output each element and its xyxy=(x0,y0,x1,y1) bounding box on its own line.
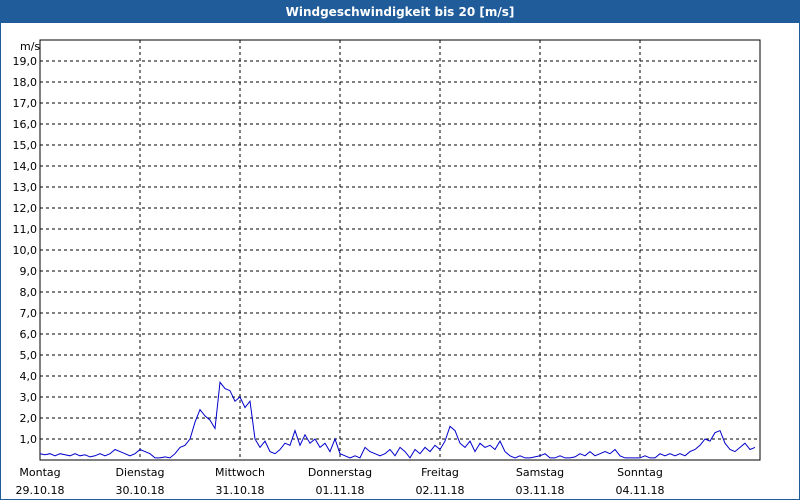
y-tick-label: 9,0 xyxy=(20,265,38,278)
x-tick-weekday-label: Donnerstag xyxy=(308,466,372,479)
chart-title: Windgeschwindigkeit bis 20 [m/s] xyxy=(1,1,799,23)
x-tick-date-label: 31.10.18 xyxy=(216,484,265,497)
y-axis-unit-label: m/s xyxy=(20,40,40,53)
y-tick-labels: 1,0 2,0 3,0 4,0 5,0 6,0 7,0 8,0 9,0 10,0 11,0 12,0 1… xyxy=(13,55,38,446)
x-tick-date-label: 29.10.18 xyxy=(16,484,65,497)
y-tick-label: 16,0 xyxy=(13,118,38,131)
y-tick-label: 3,0 xyxy=(20,391,38,404)
x-tick-weekday-label: Samstag xyxy=(516,466,564,479)
y-tick-label: 2,0 xyxy=(20,412,38,425)
x-tick-weekday-label: Sonntag xyxy=(617,466,663,479)
x-tick-weekday-label: Freitag xyxy=(421,466,459,479)
x-tick-date-label: 03.11.18 xyxy=(516,484,565,497)
horizontal-gridlines xyxy=(40,60,760,440)
vertical-gridlines xyxy=(139,40,641,460)
y-tick-label: 15,0 xyxy=(13,139,38,152)
x-tick-date-label: 02.11.18 xyxy=(416,484,465,497)
y-tick-label: 14,0 xyxy=(13,160,38,173)
x-tick-date-label: 04.11.18 xyxy=(616,484,665,497)
y-tick-label: 6,0 xyxy=(20,328,38,341)
x-tick-weekday-label: Mittwoch xyxy=(215,466,265,479)
y-tick-label: 17,0 xyxy=(13,97,38,110)
x-tick-date-label: 30.10.18 xyxy=(116,484,165,497)
y-tick-label: 5,0 xyxy=(20,349,38,362)
y-tick-label: 4,0 xyxy=(20,370,38,383)
y-tick-label: 12,0 xyxy=(13,202,38,215)
wind-speed-series-line xyxy=(39,381,756,459)
y-tick-label: 11,0 xyxy=(13,223,38,236)
x-tick-weekday-label: Dienstag xyxy=(115,466,164,479)
x-tick-weekday-label: Montag xyxy=(19,466,60,479)
y-tick-label: 7,0 xyxy=(20,307,38,320)
y-tick-label: 1,0 xyxy=(20,433,38,446)
x-tick-labels: Montag 29.10.18 Dienstag 30.10.18 Mittwoch 31… xyxy=(16,466,665,497)
y-tick-label: 10,0 xyxy=(13,244,38,257)
y-tick-label: 19,0 xyxy=(13,55,38,68)
x-tick-date-label: 01.11.18 xyxy=(316,484,365,497)
y-tick-label: 13,0 xyxy=(13,181,38,194)
y-tick-label: 18,0 xyxy=(13,76,38,89)
y-tick-label: 8,0 xyxy=(20,286,38,299)
